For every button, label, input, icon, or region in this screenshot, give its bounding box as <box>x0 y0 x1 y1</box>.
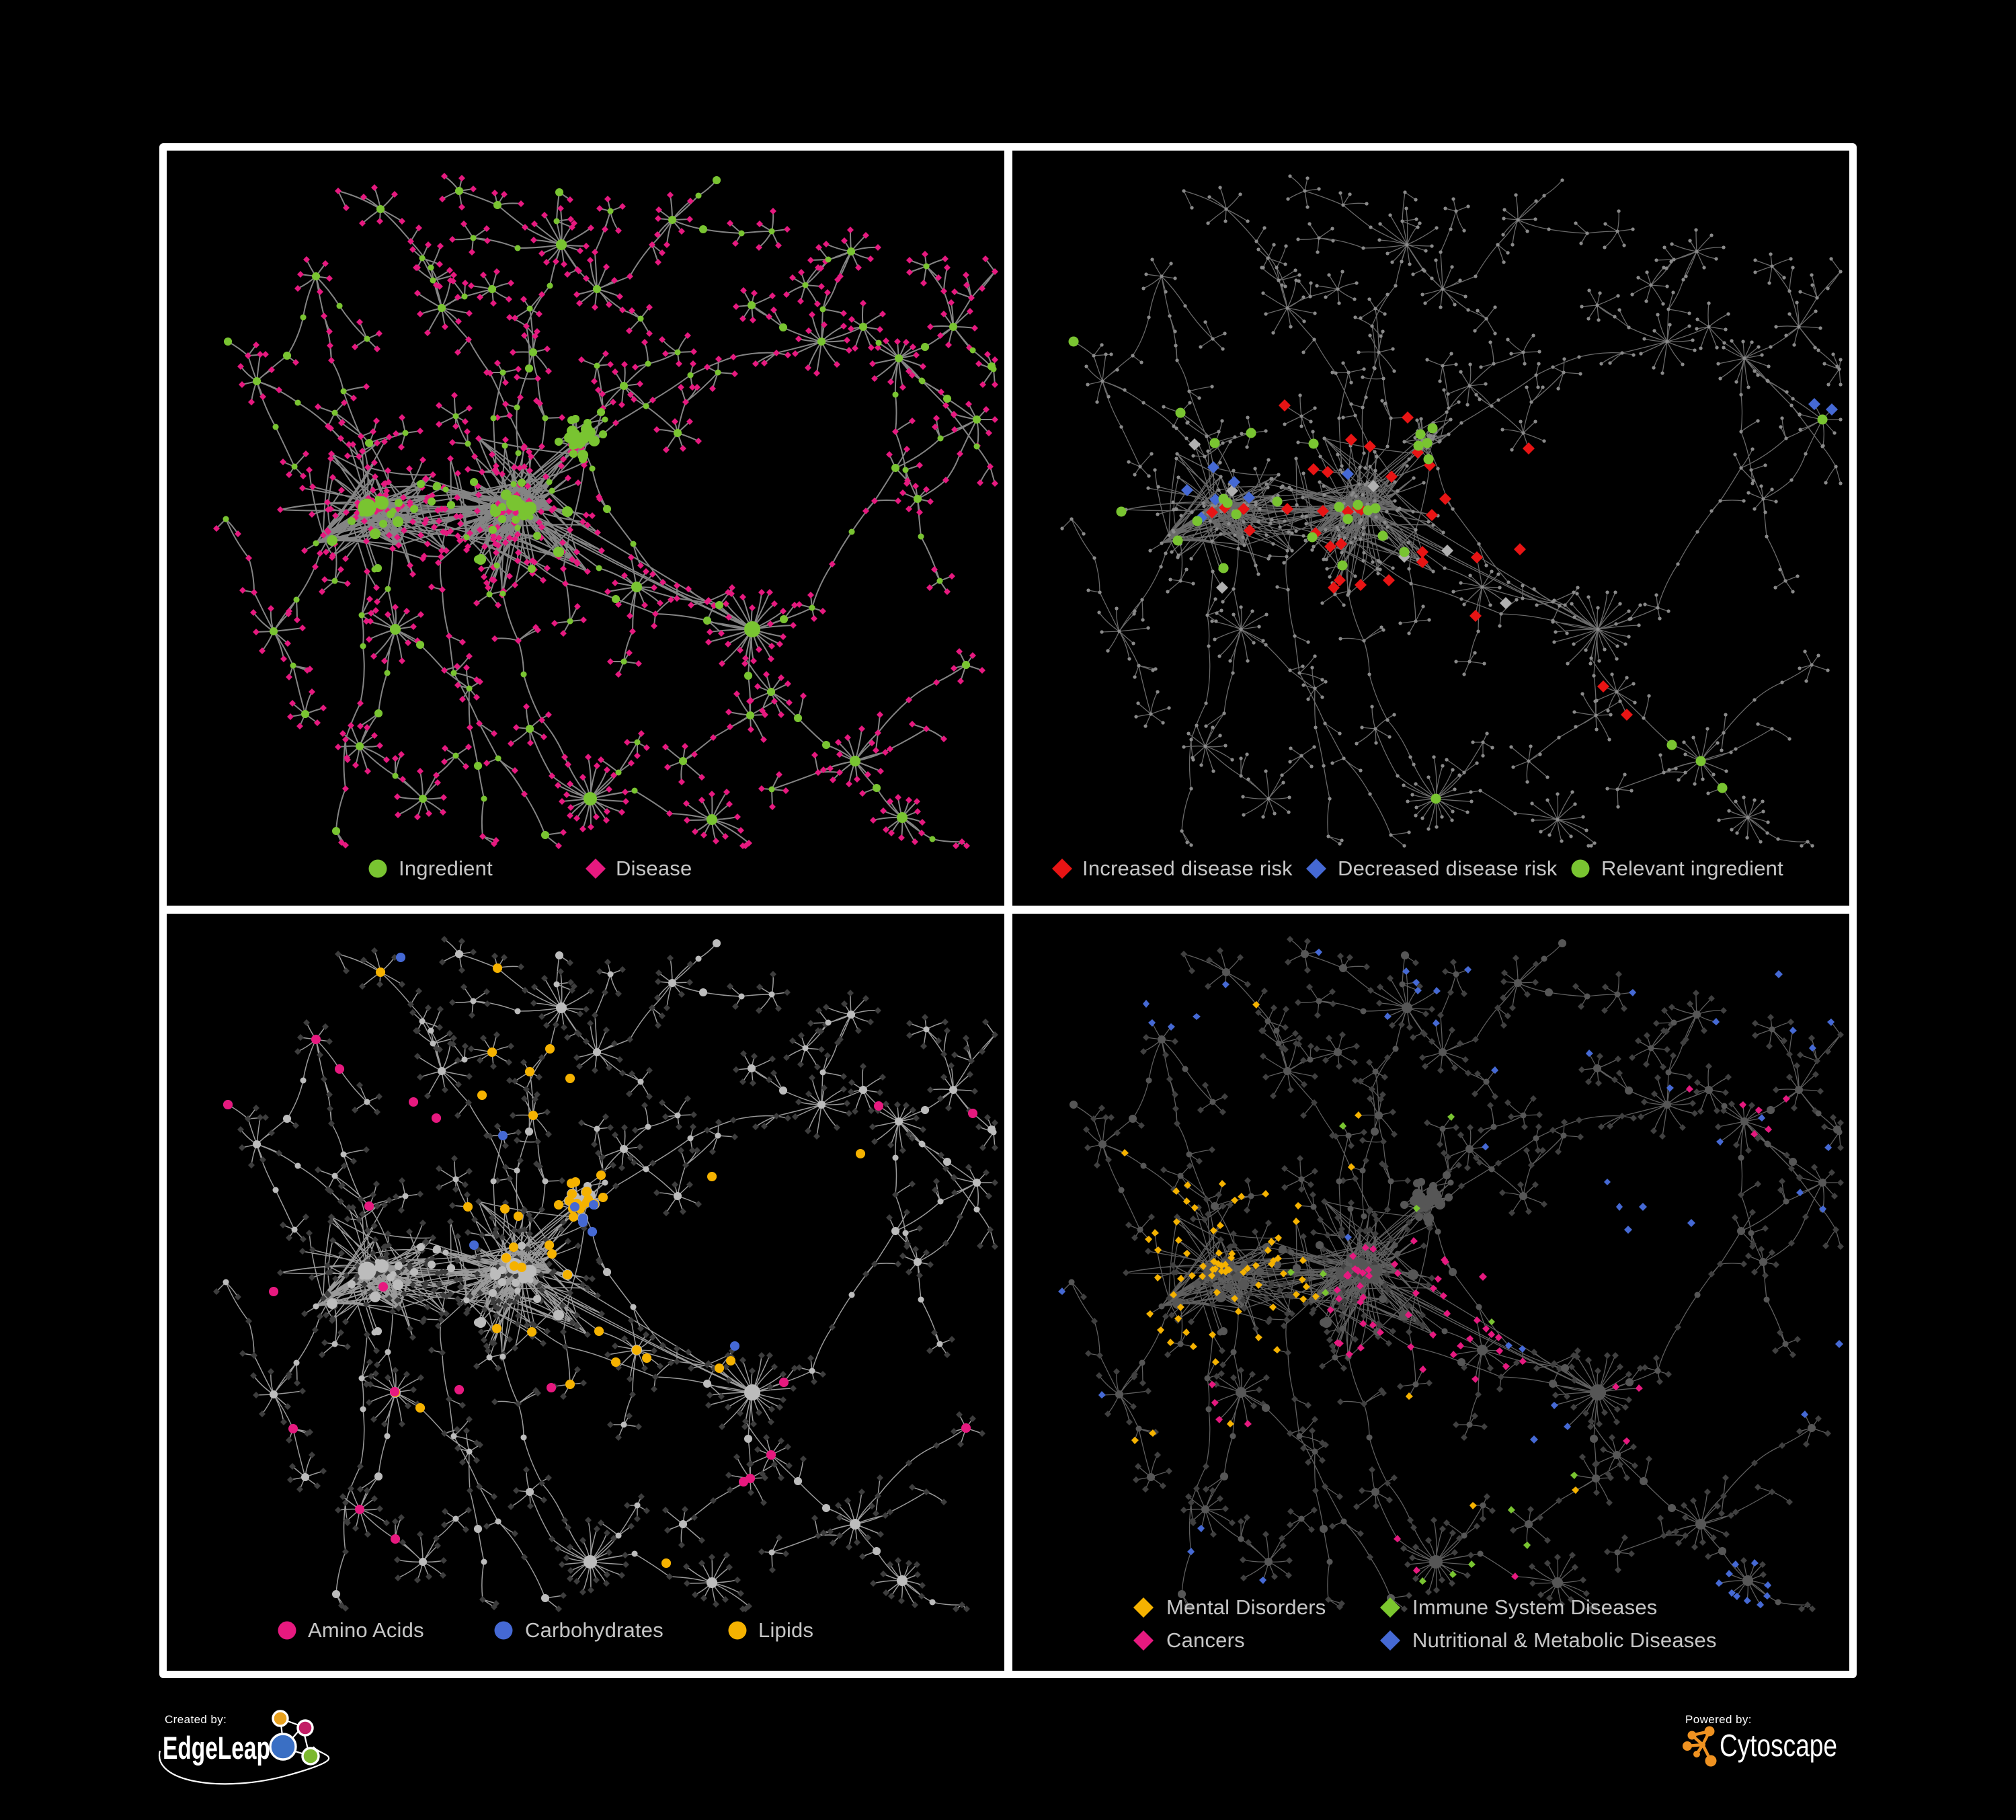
svg-text:Created by:: Created by: <box>165 1713 227 1726</box>
svg-text:Powered by:: Powered by: <box>1685 1713 1752 1726</box>
svg-text:Cytoscape: Cytoscape <box>1720 1728 1837 1763</box>
svg-text:EdgeLeap: EdgeLeap <box>163 1730 270 1766</box>
